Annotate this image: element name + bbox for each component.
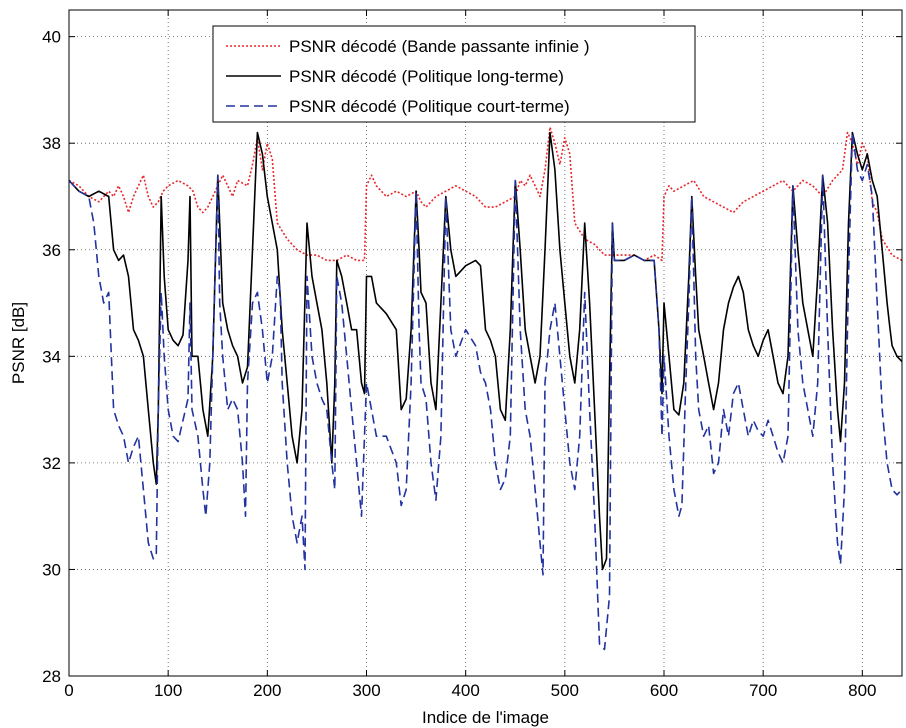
y-tick-label: 40 (42, 28, 61, 47)
series-line-0 (68, 126, 903, 262)
x-tick-label: 600 (650, 681, 678, 700)
x-axis-label: Indice de l'image (422, 708, 549, 727)
x-tick-label: 700 (749, 681, 777, 700)
x-tick-label: 100 (154, 681, 182, 700)
y-tick-label: 38 (42, 134, 61, 153)
series-lines (68, 126, 903, 651)
y-tick-label: 32 (42, 454, 61, 473)
x-tick-label: 800 (848, 681, 876, 700)
x-tick-label: 300 (352, 681, 380, 700)
y-tick-label: 28 (42, 667, 61, 686)
y-tick-label: 30 (42, 560, 61, 579)
y-tick-label: 36 (42, 241, 61, 260)
y-tick-label: 34 (42, 347, 61, 366)
legend-label-0: PSNR décodé (Bande passante infinie ) (289, 37, 590, 56)
legend-label-2: PSNR décodé (Politique court-terme) (289, 97, 570, 116)
axis-ticks: 0 100 200 300 400 500 600 700 800 28 30 32 34 36 38 40 (42, 10, 902, 700)
x-tick-label: 500 (551, 681, 579, 700)
series-line-2 (68, 131, 903, 651)
plot-frame (68, 9, 903, 677)
x-tick-label: 400 (451, 681, 479, 700)
legend: PSNR décodé (Bande passante infinie ) PSN… (212, 25, 696, 123)
legend-label-1: PSNR décodé (Politique long-terme) (289, 67, 564, 86)
y-axis-label: PSNR [dB] (9, 302, 28, 384)
x-tick-label: 0 (64, 681, 73, 700)
legend-box (212, 25, 696, 123)
x-tick-label: 200 (253, 681, 281, 700)
